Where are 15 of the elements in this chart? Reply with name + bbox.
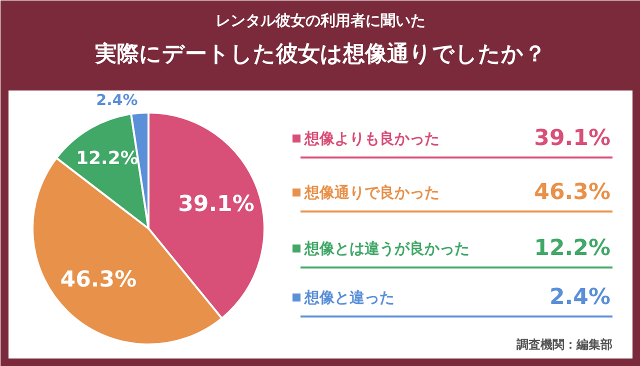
- legend-label: 想像と違った: [304, 288, 394, 306]
- text: 2.4%: [549, 285, 610, 310]
- legend-label: 想像通りで良かった: [304, 184, 440, 202]
- chart-subtitle: レンタル彼女の利用者に聞いた: [216, 12, 426, 30]
- data-label: 12.2%: [76, 148, 138, 170]
- text: 46.3%: [534, 180, 611, 205]
- text: 39.1%: [534, 126, 611, 151]
- data-label: 39.1%: [178, 192, 254, 217]
- legend-label: 想像とは違うが良かった: [304, 240, 470, 258]
- data-label: 46.3%: [60, 268, 137, 293]
- text: 12.2%: [534, 236, 611, 261]
- legend-label: 想像よりも良かった: [304, 130, 440, 148]
- chart-title: 実際にデートした彼女は想像通りでしたか？: [94, 41, 546, 67]
- text: 調査機関：編集部: [516, 338, 612, 352]
- data-label: 2.4%: [96, 91, 138, 110]
